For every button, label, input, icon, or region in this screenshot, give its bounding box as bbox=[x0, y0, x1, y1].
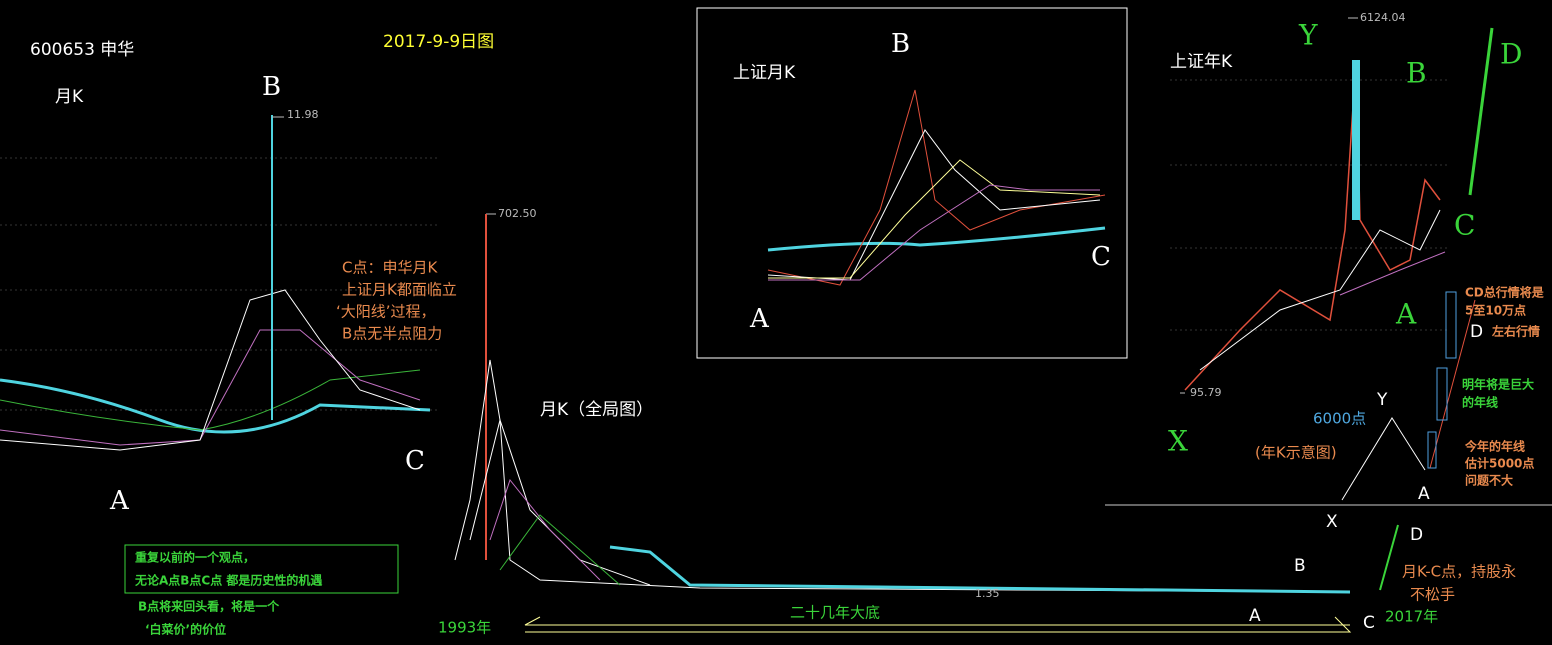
schematic-lines bbox=[124, 27, 1552, 633]
note: B点将来回头看，将是一个 bbox=[138, 599, 280, 614]
note: 上证月K都面临立 bbox=[342, 281, 457, 299]
note: 左右行情 bbox=[1491, 324, 1540, 339]
point-label: A bbox=[109, 486, 130, 516]
note: 问题不大 bbox=[1465, 473, 1513, 488]
note: B点无半点阻力 bbox=[342, 325, 442, 343]
point-label: D bbox=[1500, 38, 1522, 71]
point-label: B bbox=[262, 72, 281, 102]
note: 5至10万点 bbox=[1465, 303, 1526, 318]
point-label: Y bbox=[1376, 390, 1388, 410]
year-label: 2017年 bbox=[1385, 608, 1438, 626]
point-label: D bbox=[1470, 322, 1483, 342]
note: ‘白菜价’的价位 bbox=[145, 622, 226, 637]
price-label: 95.79 bbox=[1190, 386, 1222, 399]
point-label: B bbox=[1294, 556, 1306, 576]
note: 二十几年大底 bbox=[790, 604, 880, 622]
note: 今年的年线 bbox=[1464, 439, 1525, 454]
inset-frame bbox=[696, 7, 1128, 359]
point-label: C bbox=[1454, 209, 1475, 242]
note: CD总行情将是 bbox=[1465, 285, 1545, 300]
date: 2017-9-9日图 bbox=[383, 32, 494, 52]
price-label: 6124.04 bbox=[1360, 11, 1406, 24]
stock-code: 600653 申华 bbox=[30, 40, 134, 60]
note: 不松手 bbox=[1410, 586, 1455, 604]
period: 月K bbox=[55, 87, 84, 107]
middle-chart-sketch bbox=[454, 213, 1351, 594]
chart-title: 月K（全局图） bbox=[540, 400, 653, 420]
price-label: 702.50 bbox=[498, 207, 537, 220]
note: C点：申华月K bbox=[342, 259, 438, 277]
annotations: 600653 申华月K 2017-9-9日图 B 11.98 C A C点：申华月K 上证月K… bbox=[30, 11, 1545, 637]
point-label: X bbox=[1326, 512, 1338, 532]
left-chart-sketch bbox=[0, 115, 440, 451]
note: 无论A点B点C点 都是历史性的机遇 bbox=[134, 573, 322, 588]
price-label: 11.98 bbox=[287, 108, 319, 121]
point-label: C bbox=[1363, 613, 1375, 633]
year-label: 1993年 bbox=[438, 619, 491, 637]
point-label: B bbox=[891, 29, 910, 59]
point-label: A bbox=[1395, 298, 1417, 331]
point-label: Y bbox=[1298, 19, 1318, 52]
chart-title: 上证年K bbox=[1170, 52, 1233, 72]
point-label: B bbox=[1406, 57, 1427, 90]
note: 月K-C点，持股永 bbox=[1402, 563, 1516, 581]
note: 6000点 bbox=[1313, 410, 1366, 428]
right-chart-sketch bbox=[1170, 17, 1450, 394]
point-label: C bbox=[405, 446, 425, 476]
point-label: A bbox=[1249, 606, 1261, 626]
point-label: C bbox=[1091, 242, 1111, 272]
note: 估计5000点 bbox=[1464, 456, 1534, 471]
note: 的年线 bbox=[1462, 395, 1498, 410]
note: ‘大阳线’过程， bbox=[336, 303, 436, 321]
note: (年K示意图) bbox=[1255, 444, 1337, 462]
note: 明年将是巨大 bbox=[1462, 377, 1534, 392]
price-label: 1.35 bbox=[975, 587, 1000, 600]
point-label: A bbox=[1418, 484, 1430, 504]
inset-chart-sketch bbox=[767, 89, 1106, 286]
note: 重复以前的一个观点， bbox=[135, 550, 255, 565]
point-label: D bbox=[1410, 525, 1423, 545]
chart-title: 上证月K bbox=[733, 63, 796, 83]
point-label: A bbox=[749, 304, 770, 334]
point-label: X bbox=[1168, 425, 1188, 458]
